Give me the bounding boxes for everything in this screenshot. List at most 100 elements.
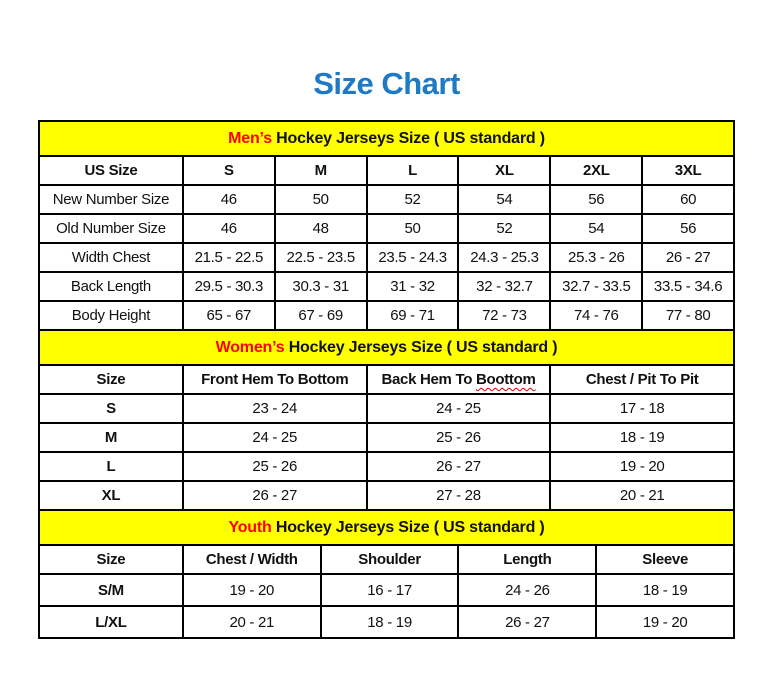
mens-column-header: US Size <box>38 155 184 186</box>
section-youth: Youth Hockey Jerseys Size ( US standard … <box>38 509 735 639</box>
womens-band-accent: Women’s <box>215 339 285 356</box>
cell-value: 25.3 - 26 <box>549 242 644 273</box>
youth-table-row: S/M 19 - 20 16 - 17 24 - 26 18 - 19 <box>38 573 735 607</box>
womens-column-header: Chest / Pit To Pit <box>549 364 735 395</box>
womens-table-row: M 24 - 25 25 - 26 18 - 19 <box>38 422 735 453</box>
cell-value: 46 <box>181 184 276 215</box>
womens-column-header: Size <box>38 364 184 395</box>
youth-table-row: L/XL 20 - 21 18 - 19 26 - 27 19 - 20 <box>38 605 735 639</box>
cell-value: 30.3 - 31 <box>273 271 368 302</box>
cell-value: 26 - 27 <box>641 242 735 273</box>
youth-column-header: Chest / Width <box>181 544 322 575</box>
row-label: S <box>38 393 184 424</box>
youth-size-table: Size Chest / Width Shoulder Length Sleeve S/… <box>38 544 735 639</box>
row-label: Back Length <box>38 271 184 302</box>
cell-value: 74 - 76 <box>549 300 644 331</box>
row-label: L <box>38 451 184 482</box>
cell-value: 23.5 - 24.3 <box>365 242 460 273</box>
cell-value: 23 - 24 <box>181 393 368 424</box>
cell-value: 56 <box>549 184 644 215</box>
mens-column-header: 3XL <box>641 155 735 186</box>
mens-band-text: Hockey Jerseys Size ( US standard ) <box>271 130 545 147</box>
womens-band-text: Hockey Jerseys Size ( US standard ) <box>284 339 558 356</box>
cell-value: 54 <box>549 213 644 244</box>
size-chart-page: Size Chart Men’s Hockey Jerseys Size ( U… <box>38 62 735 639</box>
youth-column-header: Shoulder <box>319 544 460 575</box>
size-chart: Men’s Hockey Jerseys Size ( US standard … <box>38 120 735 639</box>
womens-table-row: XL 26 - 27 27 - 28 20 - 21 <box>38 480 735 511</box>
mens-column-header: XL <box>457 155 552 186</box>
mens-table-row: New Number Size 46 50 52 54 56 60 <box>38 184 735 215</box>
cell-value: 18 - 19 <box>319 605 460 639</box>
row-label: Width Chest <box>38 242 184 273</box>
cell-value: 69 - 71 <box>365 300 460 331</box>
cell-value: 25 - 26 <box>365 422 552 453</box>
womens-size-table: Size Front Hem To Bottom Back Hem To Boott… <box>38 364 735 511</box>
mens-section-band: Men’s Hockey Jerseys Size ( US standard … <box>38 120 735 157</box>
mens-band-accent: Men’s <box>228 130 272 147</box>
mens-header-row: US Size S M L XL 2XL 3XL <box>38 155 735 186</box>
womens-table-row: L 25 - 26 26 - 27 19 - 20 <box>38 451 735 482</box>
cell-value: 72 - 73 <box>457 300 552 331</box>
cell-value: 77 - 80 <box>641 300 735 331</box>
row-label: New Number Size <box>38 184 184 215</box>
cell-value: 54 <box>457 184 552 215</box>
youth-column-header: Length <box>457 544 598 575</box>
cell-value: 27 - 28 <box>365 480 552 511</box>
cell-value: 50 <box>365 213 460 244</box>
womens-table-row: S 23 - 24 24 - 25 17 - 18 <box>38 393 735 424</box>
column-header-text: Back Hem To <box>381 371 476 388</box>
youth-header-row: Size Chest / Width Shoulder Length Sleeve <box>38 544 735 575</box>
cell-value: 32.7 - 33.5 <box>549 271 644 302</box>
section-mens: Men’s Hockey Jerseys Size ( US standard … <box>38 120 735 331</box>
cell-value: 52 <box>457 213 552 244</box>
cell-value: 18 - 19 <box>549 422 735 453</box>
cell-value: 24.3 - 25.3 <box>457 242 552 273</box>
cell-value: 19 - 20 <box>181 573 322 607</box>
cell-value: 24 - 25 <box>365 393 552 424</box>
cell-value: 16 - 17 <box>319 573 460 607</box>
section-womens: Women’s Hockey Jerseys Size ( US standar… <box>38 329 735 511</box>
mens-table-row: Width Chest 21.5 - 22.5 22.5 - 23.5 23.5 - … <box>38 242 735 273</box>
cell-value: 32 - 32.7 <box>457 271 552 302</box>
youth-column-header: Sleeve <box>595 544 735 575</box>
mens-table-row: Body Height 65 - 67 67 - 69 69 - 71 72 - 73 7… <box>38 300 735 331</box>
column-header-misspelled-word: Boottom <box>475 371 536 388</box>
row-label: Body Height <box>38 300 184 331</box>
cell-value: 24 - 25 <box>181 422 368 453</box>
cell-value: 19 - 20 <box>549 451 735 482</box>
cell-value: 29.5 - 30.3 <box>181 271 276 302</box>
cell-value: 56 <box>641 213 735 244</box>
page-title: Size Chart <box>313 66 460 101</box>
cell-value: 24 - 26 <box>457 573 598 607</box>
cell-value: 31 - 32 <box>365 271 460 302</box>
cell-value: 20 - 21 <box>181 605 322 639</box>
cell-value: 17 - 18 <box>549 393 735 424</box>
youth-band-text: Hockey Jerseys Size ( US standard ) <box>271 519 545 536</box>
cell-value: 26 - 27 <box>365 451 552 482</box>
row-label: L/XL <box>38 605 184 639</box>
cell-value: 48 <box>273 213 368 244</box>
youth-band-accent: Youth <box>228 519 272 536</box>
cell-value: 52 <box>365 184 460 215</box>
cell-value: 19 - 20 <box>595 605 735 639</box>
cell-value: 65 - 67 <box>181 300 276 331</box>
row-label: XL <box>38 480 184 511</box>
cell-value: 50 <box>273 184 368 215</box>
cell-value: 22.5 - 23.5 <box>273 242 368 273</box>
womens-column-header: Back Hem To Boottom <box>365 364 552 395</box>
mens-column-header: 2XL <box>549 155 644 186</box>
cell-value: 33.5 - 34.6 <box>641 271 735 302</box>
mens-table-row: Back Length 29.5 - 30.3 30.3 - 31 31 - 32 32… <box>38 271 735 302</box>
row-label: Old Number Size <box>38 213 184 244</box>
cell-value: 46 <box>181 213 276 244</box>
youth-section-band: Youth Hockey Jerseys Size ( US standard … <box>38 509 735 546</box>
row-label: M <box>38 422 184 453</box>
cell-value: 60 <box>641 184 735 215</box>
mens-table-row: Old Number Size 46 48 50 52 54 56 <box>38 213 735 244</box>
cell-value: 25 - 26 <box>181 451 368 482</box>
cell-value: 18 - 19 <box>595 573 735 607</box>
womens-header-row: Size Front Hem To Bottom Back Hem To Boott… <box>38 364 735 395</box>
mens-column-header: S <box>181 155 276 186</box>
mens-column-header: M <box>273 155 368 186</box>
